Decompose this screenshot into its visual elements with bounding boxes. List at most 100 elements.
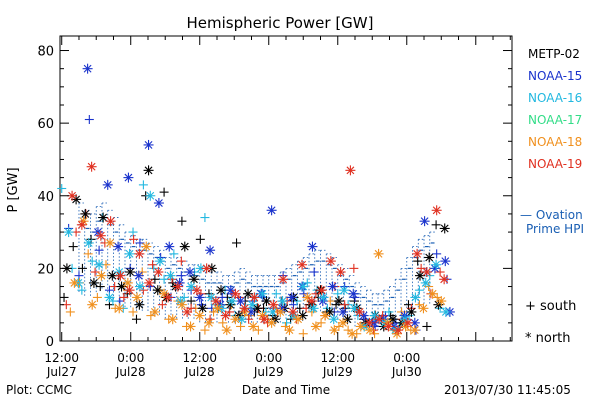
north-point-ray [180, 242, 189, 251]
north-point-ray [99, 213, 108, 222]
south-point [150, 274, 160, 284]
y-tick-label: 40 [37, 190, 54, 205]
north-point-ray [186, 322, 195, 331]
north-point [327, 281, 338, 292]
north-point [409, 325, 420, 336]
north-point-ray [407, 308, 416, 316]
north-point [132, 292, 143, 303]
north-point [257, 310, 268, 321]
north-point [114, 303, 125, 314]
north-point-ray [340, 286, 349, 295]
north-point-ray [366, 326, 374, 335]
north-point [364, 325, 375, 336]
north-point [406, 306, 417, 317]
north-point-ray [308, 242, 317, 251]
north-point-ray [390, 322, 399, 331]
north-point [373, 248, 384, 259]
north-point [225, 285, 236, 296]
north-point-ray [336, 268, 345, 276]
north-point [143, 165, 154, 176]
south-point [186, 303, 196, 313]
north-point [249, 292, 260, 303]
north-point-ray [299, 282, 308, 291]
north-point-ray [77, 220, 86, 229]
north-point [220, 310, 231, 321]
north-point [123, 172, 134, 183]
y-tick-label: 80 [37, 45, 54, 60]
north-point-ray [355, 308, 364, 316]
north-point [67, 190, 78, 201]
north-point [80, 208, 91, 219]
north-point [431, 205, 442, 216]
x-tick-label-date: Jul30 [391, 365, 422, 379]
north-point-ray [165, 242, 174, 251]
north-point-ray [359, 311, 368, 320]
north-point-ray [160, 289, 169, 298]
north-point [349, 303, 360, 314]
north-point-ray [186, 268, 194, 276]
north-point [144, 277, 155, 288]
north-point [88, 277, 99, 288]
south-point [311, 289, 321, 299]
north-point [86, 161, 97, 172]
south-point [370, 329, 380, 339]
north-point [191, 285, 202, 296]
x-tick-label-time: 0:00 [117, 351, 144, 365]
north-point [172, 281, 183, 292]
north-point-ray [440, 275, 449, 284]
south-point [334, 321, 344, 331]
north-point-ray [416, 271, 424, 280]
north-point [203, 317, 214, 328]
south-point [209, 307, 219, 317]
north-point-ray [90, 278, 98, 287]
north-point [102, 179, 113, 190]
north-point [387, 314, 398, 325]
x-tick-label-date: Jul29 [253, 365, 284, 379]
north-point-ray [146, 191, 155, 200]
north-point [337, 317, 348, 328]
north-point [248, 321, 259, 332]
south-point [146, 311, 156, 321]
north-point-ray [375, 315, 384, 324]
north-point-ray [144, 166, 153, 175]
south-point [57, 184, 67, 193]
north-point [143, 139, 154, 150]
north-point [439, 223, 450, 234]
north-point [212, 303, 223, 314]
north-point-ray [413, 249, 422, 258]
north-point [185, 321, 196, 332]
north-point-ray [403, 318, 412, 327]
south-point [83, 249, 93, 259]
north-point-ray [365, 318, 374, 327]
north-point-ray [389, 315, 397, 324]
north-point-ray [168, 315, 177, 324]
south-point [65, 307, 75, 317]
north-point-ray [144, 141, 153, 149]
north-point-ray [411, 293, 420, 302]
north-point [94, 259, 105, 270]
south-point [204, 289, 214, 299]
north-point [105, 216, 116, 227]
north-point [410, 292, 421, 303]
north-point-ray [115, 268, 124, 276]
north-point [347, 328, 358, 339]
north-point [412, 248, 423, 259]
south-point [129, 234, 139, 244]
north-point [293, 314, 304, 325]
north-point-ray [425, 253, 434, 262]
north-point [134, 299, 145, 310]
legend: METP-02 NOAA-15 NOAA-16 NOAA-17 NOAA-18 NOAA-… [528, 47, 582, 171]
north-point [418, 303, 429, 314]
north-point [335, 267, 346, 278]
north-point [76, 219, 87, 230]
north-point-ray [150, 308, 159, 316]
north-point-ray [253, 304, 262, 313]
north-point [259, 314, 270, 325]
north-point-ray [97, 271, 106, 280]
north-point [354, 306, 365, 317]
north-point-ray [205, 318, 213, 327]
north-point-ray [428, 289, 437, 298]
south-point [84, 115, 94, 125]
south-point [200, 325, 210, 335]
north-point-ray [106, 217, 115, 226]
